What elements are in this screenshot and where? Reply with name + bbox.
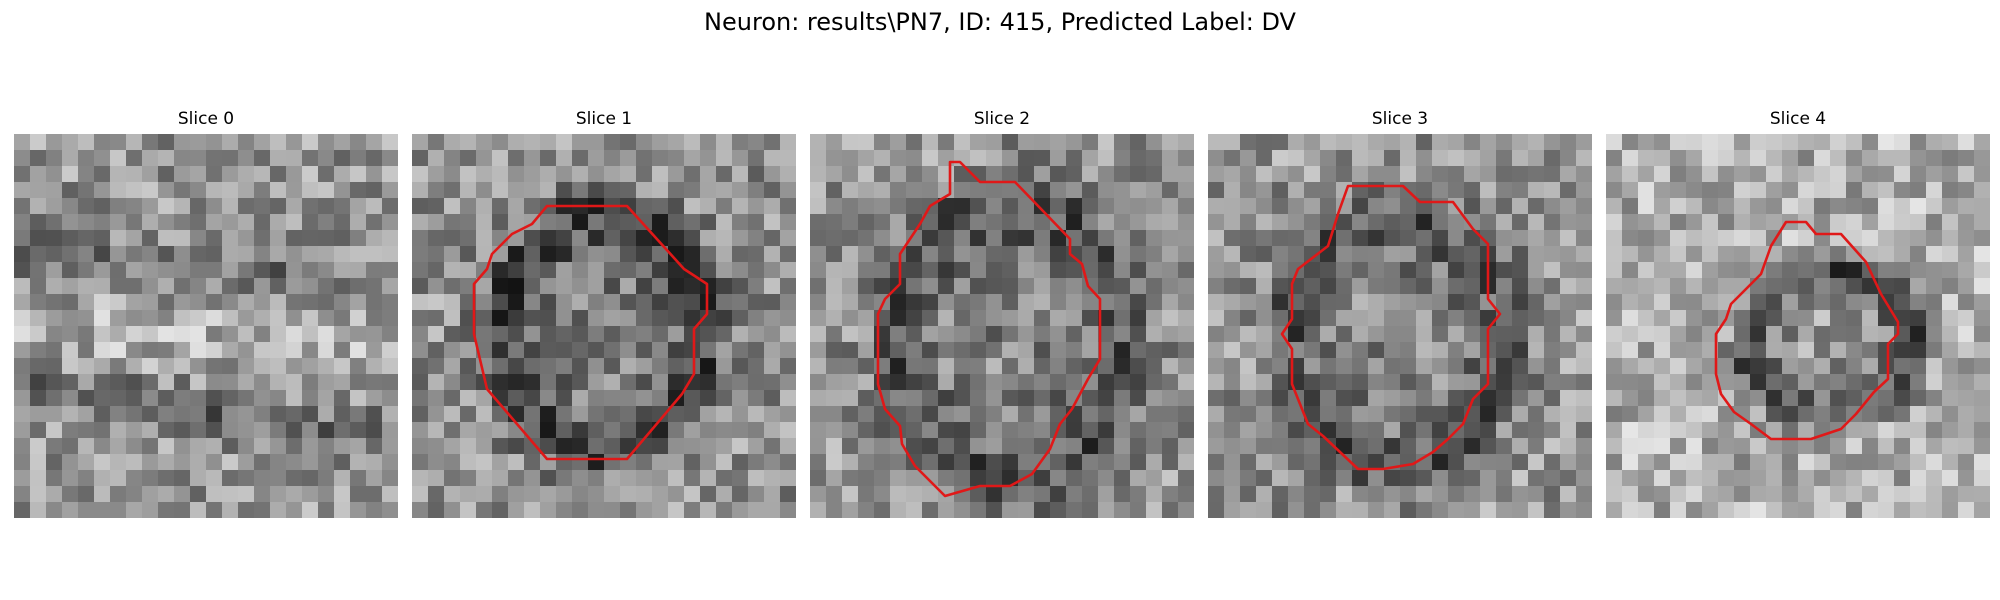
slice-panel-3: Slice 3 (1208, 106, 1592, 518)
contour-overlay-1 (472, 204, 709, 461)
slice-panel-0: Slice 0 (14, 106, 398, 518)
cell-contour (1714, 220, 1900, 441)
figure-title: Neuron: results\PN7, ID: 415, Predicted … (704, 8, 1296, 36)
slice-image-3 (1208, 134, 1592, 518)
contour-overlay-4 (1714, 220, 1900, 441)
contour-overlay-3 (1280, 184, 1502, 471)
slice-title: Slice 2 (973, 109, 1031, 129)
slice-image-0 (14, 134, 398, 518)
slice-panel-1: Slice 1 (412, 106, 796, 518)
slice-image-1 (412, 134, 796, 518)
slice-panel-4: Slice 4 (1606, 106, 1990, 518)
slice-title: Slice 3 (1371, 109, 1429, 129)
slice-title: Slice 0 (177, 109, 235, 129)
cell-contour (1280, 184, 1502, 471)
slice-image-2 (810, 134, 1194, 518)
cell-contour (472, 204, 709, 461)
slice-panel-2: Slice 2 (810, 106, 1194, 518)
slice-title: Slice 4 (1769, 109, 1827, 129)
slice-image-4 (1606, 134, 1990, 518)
cell-contour (876, 160, 1102, 498)
slice-title: Slice 1 (575, 109, 633, 129)
contour-overlay-2 (876, 160, 1102, 498)
